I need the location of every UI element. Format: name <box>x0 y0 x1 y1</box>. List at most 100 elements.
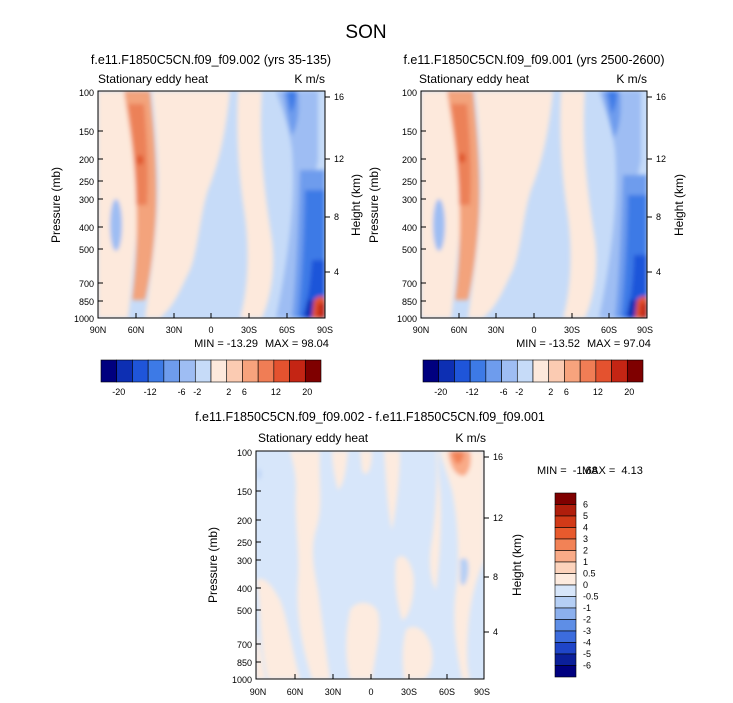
panel-1-y-axis-left: 100 150 200 250 300 400 500 700 850 1000… <box>49 88 103 324</box>
colorbar-swatch <box>554 665 577 678</box>
panel-2-y-axis-left: 100 150 200 250 300 400 500 700 850 1000… <box>367 88 426 324</box>
panel-1-p-tick: 500 <box>79 245 94 255</box>
colorbar-label: 2 <box>583 546 588 556</box>
colorbar-swatch <box>554 607 577 620</box>
panel-1-p-tick: 150 <box>79 127 94 137</box>
panel-2-ylabel: Pressure (mb) <box>367 167 381 243</box>
panel-2-p-tick: 1000 <box>397 314 417 324</box>
panel-2-x-tick: 60S <box>601 325 617 335</box>
colorbar-swatch <box>554 504 577 517</box>
panel-1: f.e11.F1850C5CN.f09_f09.002 (yrs 35-135)… <box>49 53 363 397</box>
panel-2-p-tick: 500 <box>402 245 417 255</box>
panel-3: f.e11.F1850C5CN.f09_f09.002 - f.e11.F185… <box>195 410 643 697</box>
colorbar-label: 5 <box>583 511 588 521</box>
panel-1-contour-field <box>98 91 325 318</box>
panel-1-p-tick: 250 <box>79 177 94 187</box>
panel-3-x-tick: 30N <box>325 687 342 697</box>
colorbar-swatch <box>554 573 577 586</box>
panel-2-p-tick: 300 <box>402 195 417 205</box>
panel-1-x-tick: 30S <box>241 325 257 335</box>
panel-2-units: K m/s <box>616 72 647 86</box>
panel-1-x-tick: 30N <box>166 325 183 335</box>
colorbar-label: -6 <box>583 661 591 671</box>
colorbar-label: -2 <box>583 615 591 625</box>
colorbar-swatch <box>194 359 212 383</box>
colorbar-label: 20 <box>624 387 634 397</box>
panel-1-ylabel-right: Height (km) <box>349 174 363 236</box>
colorbar-label: 20 <box>302 387 312 397</box>
panel-3-p-tick: 150 <box>237 487 252 497</box>
colorbar-swatch <box>289 359 306 383</box>
colorbar-label: -3 <box>583 626 591 636</box>
colorbar-swatch <box>554 642 577 655</box>
colorbar-swatch <box>554 596 577 609</box>
panel-3-h-tick: 16 <box>493 452 503 462</box>
colorbar-swatch <box>595 359 612 383</box>
colorbar-swatch <box>554 619 577 632</box>
colorbar-label: -20 <box>112 387 125 397</box>
panel-2-p-tick: 700 <box>402 279 417 289</box>
panel-3-x-tick: 90S <box>474 687 490 697</box>
panel-3-p-tick: 250 <box>237 538 252 548</box>
colorbar-label: 12 <box>271 387 281 397</box>
colorbar-label: -6 <box>500 387 508 397</box>
panel-2-max: MAX = 97.04 <box>587 338 651 350</box>
colorbar-swatch <box>554 584 577 597</box>
panel-3-x-tick: 30S <box>401 687 417 697</box>
panel-1-x-tick: 60S <box>279 325 295 335</box>
panel-1-p-tick: 300 <box>79 195 94 205</box>
colorbar-swatch <box>554 630 577 643</box>
colorbar-label: 0.5 <box>583 569 596 579</box>
colorbar-label: -5 <box>583 649 591 659</box>
panel-2-h-tick: 8 <box>656 212 661 222</box>
panel-1-x-tick: 0 <box>208 325 213 335</box>
panel-3-x-tick: 60N <box>287 687 304 697</box>
panel-1-x-tick: 90N <box>90 325 107 335</box>
colorbar-swatch <box>132 359 149 383</box>
panel-1-p-tick: 400 <box>79 223 94 233</box>
panel-2-left-label: Stationary eddy heat <box>419 72 530 86</box>
colorbar-swatch <box>554 561 577 574</box>
colorbar-label: -20 <box>434 387 447 397</box>
colorbar-swatch <box>273 359 290 383</box>
panel-2-p-tick: 250 <box>402 177 417 187</box>
panel-3-colorbar: 65 43 21 0.50 -0.5-1 -2-3 -4-5 -6 <box>554 492 599 678</box>
colorbar-swatch <box>564 359 581 383</box>
panel-1-p-tick: 200 <box>79 155 94 165</box>
panel-1-h-tick: 16 <box>334 92 344 102</box>
panel-3-p-tick: 700 <box>237 640 252 650</box>
panel-3-p-tick: 850 <box>237 658 252 668</box>
colorbar-swatch <box>163 359 180 383</box>
panel-2-p-tick: 200 <box>402 155 417 165</box>
colorbar-swatch <box>242 359 259 383</box>
panel-1-p-tick: 700 <box>79 279 94 289</box>
panel-3-p-tick: 100 <box>237 448 252 458</box>
panel-3-p-tick: 400 <box>237 584 252 594</box>
panel-2-h-tick: 16 <box>656 92 666 102</box>
panel-1-p-tick: 100 <box>79 88 94 98</box>
colorbar-swatch <box>257 359 275 383</box>
colorbar-swatch <box>554 515 577 528</box>
colorbar-swatch <box>304 359 322 383</box>
colorbar-swatch <box>116 359 133 383</box>
panel-1-x-axis: 90N 60N 30N 0 30S 60S 90S MIN = -13.29 M… <box>90 313 333 350</box>
panel-3-p-tick: 300 <box>237 556 252 566</box>
panel-1-units: K m/s <box>294 72 325 86</box>
colorbar-swatch <box>501 359 518 383</box>
panel-1-h-tick: 8 <box>334 212 339 222</box>
colorbar-swatch <box>554 538 577 551</box>
colorbar-label: -12 <box>144 387 157 397</box>
colorbar-label: 2 <box>226 387 231 397</box>
panel-3-contour-field <box>256 451 484 679</box>
panel-3-min: MIN = -1.68 <box>537 465 598 477</box>
panel-2-p-tick: 400 <box>402 223 417 233</box>
panel-3-ylabel: Pressure (mb) <box>206 527 220 603</box>
panel-3-left-label: Stationary eddy heat <box>258 431 369 445</box>
colorbar-swatch <box>548 359 565 383</box>
colorbar-label: 6 <box>583 500 588 510</box>
colorbar-label: -6 <box>178 387 186 397</box>
panel-2-x-tick: 30S <box>564 325 580 335</box>
colorbar-swatch <box>422 359 440 383</box>
colorbar-swatch <box>554 527 577 540</box>
